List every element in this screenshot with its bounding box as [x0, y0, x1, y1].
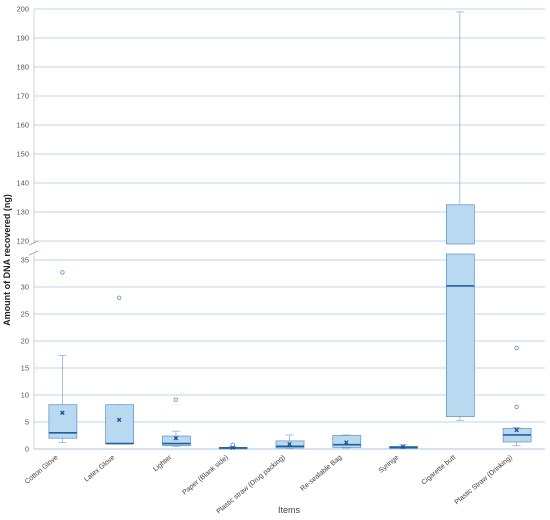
outlier-point [514, 404, 519, 410]
x-axis-title: Items [278, 505, 301, 515]
x-tick-labels: Cotton Glove Latex Glove Lighter Paper (Bla… [24, 454, 514, 516]
x-tick-label: Lighter [152, 454, 173, 474]
box-9 [502, 345, 532, 447]
y-tick-label: 170 [16, 92, 29, 101]
y-tick-label: 200 [16, 5, 29, 14]
box-body-lower [445, 253, 475, 417]
x-tick-label: Plastic Straw (Drinking) [454, 454, 514, 506]
y-tick-label: 5 [25, 418, 29, 427]
y-tick-label: 140 [16, 179, 29, 188]
mean-marker [287, 441, 292, 447]
y-tick-label: 0 [25, 445, 29, 454]
x-tick-label: Cigarette butt [420, 454, 457, 486]
x-tick-label: Syringe [378, 454, 401, 475]
axis-break-mark [28, 240, 39, 246]
x-tick-label: Cotton Glove [24, 454, 60, 486]
outlier-point [173, 397, 179, 403]
y-tick-label: 180 [16, 63, 29, 72]
y-axis-title: Amount of DNA recovered (ng) [2, 194, 12, 326]
outlier-point [60, 270, 65, 275]
x-tick-label: Plastic straw (Drug packing) [216, 454, 287, 515]
axis-break [0, 240, 550, 256]
y-tick-label: 30 [21, 283, 29, 292]
mean-marker [60, 410, 65, 416]
y-tick-label: 150 [16, 150, 29, 159]
outlier-point [230, 442, 235, 447]
box-3 [162, 397, 191, 447]
y-tick-label: 130 [16, 208, 29, 217]
y-tick-labels: 0 5 10 15 20 25 30 35 120 130 140 150 160 170 180 190 20… [16, 5, 29, 454]
box-6 [332, 434, 362, 449]
y-tick-label: 20 [21, 337, 29, 346]
box-body [162, 435, 191, 447]
box-4 [218, 442, 248, 450]
box-2 [105, 295, 135, 445]
outlier-point [514, 345, 519, 351]
mean-marker [514, 427, 519, 433]
y-tick-label: 35 [21, 256, 29, 265]
box-1 [48, 270, 78, 443]
mean-marker [400, 444, 406, 450]
y-tick-label: 25 [21, 310, 29, 319]
mean-marker [173, 435, 179, 441]
box-body [105, 404, 135, 444]
outlier-point [116, 295, 122, 300]
box-5 [275, 434, 305, 449]
y-tick-label: 120 [16, 237, 29, 246]
box-body-upper [445, 204, 475, 245]
axis-break-mark [28, 250, 39, 256]
boxes [48, 11, 532, 450]
mean-marker [344, 440, 349, 445]
x-tick-label: Paper (Blank side) [181, 454, 230, 496]
y-tick-label: 160 [16, 121, 29, 130]
box-8 [445, 11, 475, 421]
box-7 [389, 444, 418, 450]
x-tick-label: Re-sealable Bag [299, 454, 343, 493]
x-tick-label: Latex Glove [83, 454, 116, 483]
y-tick-label: 190 [16, 34, 29, 43]
y-tick-label: 15 [21, 364, 29, 373]
y-tick-label: 10 [21, 391, 29, 400]
mean-marker [116, 417, 122, 423]
axis-break-gap [0, 244, 550, 254]
